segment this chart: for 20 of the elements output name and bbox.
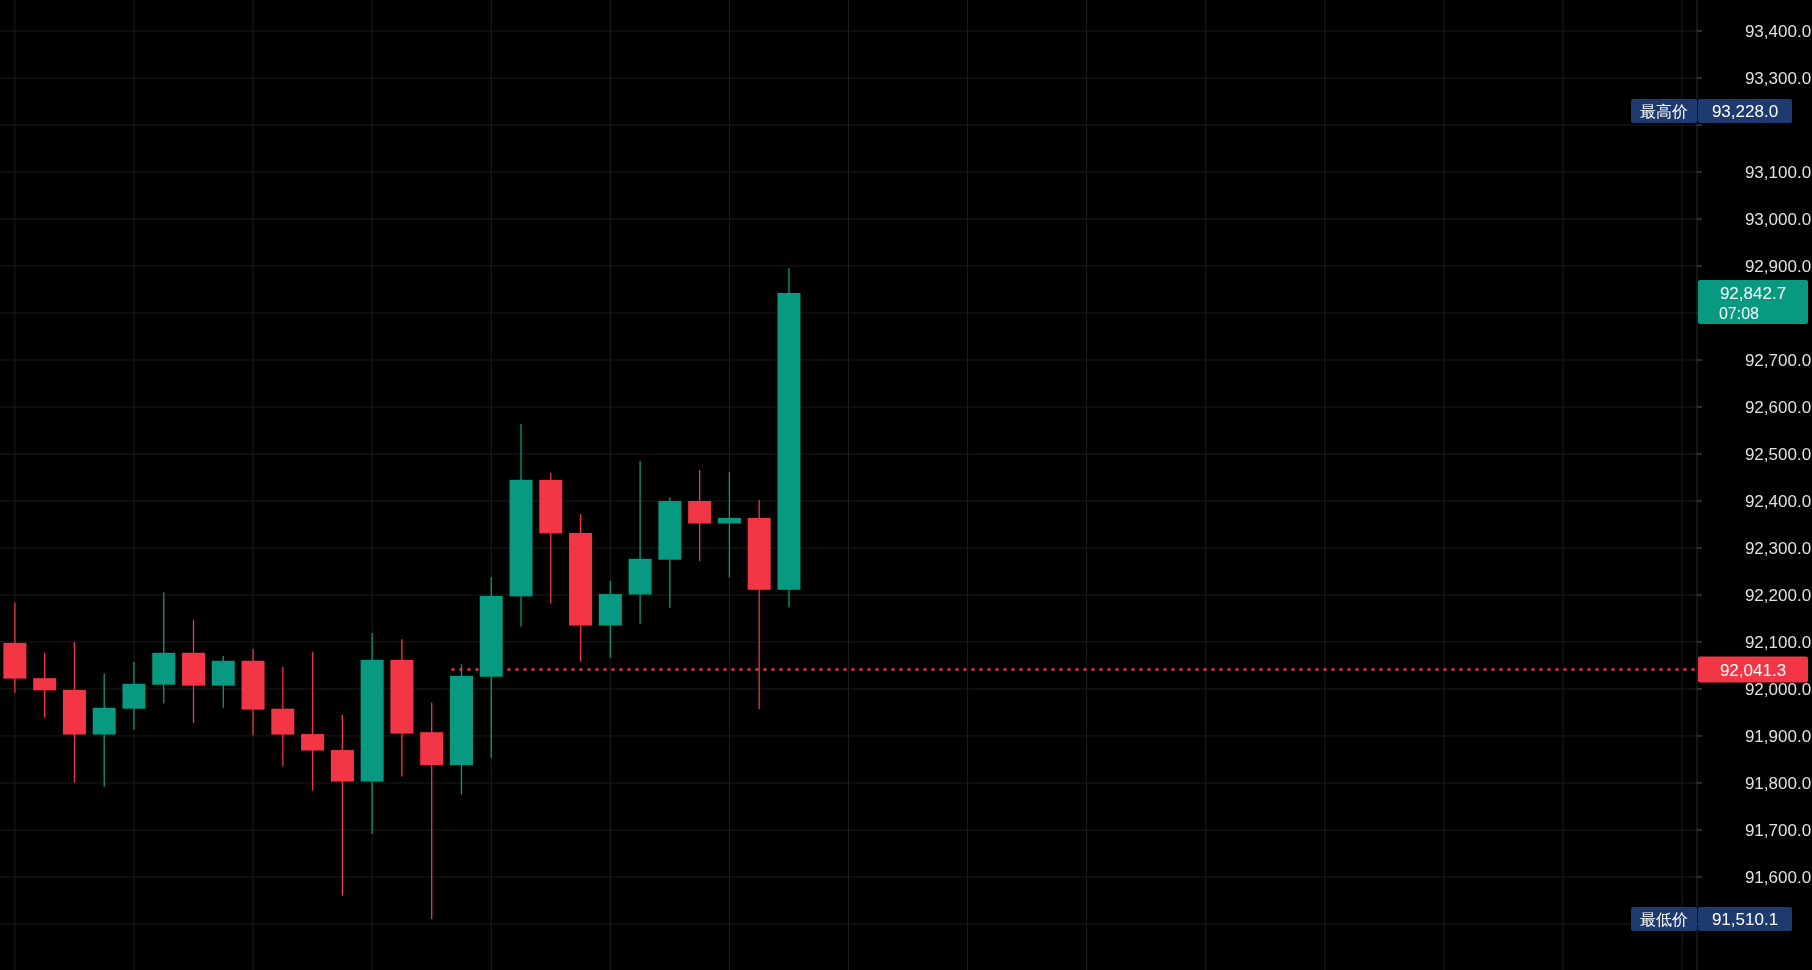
y-tick-label: 93,300.0 (1744, 69, 1812, 89)
y-tick-label: 93,100.0 (1744, 163, 1812, 183)
ref-line-label: 92,041.3 (1719, 660, 1787, 680)
y-tick-label: 93,000.0 (1744, 210, 1812, 229)
y-tick-label: 92,900.0 (1744, 257, 1812, 276)
y-tick-label: 91,600.0 (1744, 867, 1812, 887)
y-tick-label: 92,500.0 (1744, 444, 1812, 464)
y-tick-label: 93,400.0 (1744, 22, 1812, 42)
y-tick-label: 92,200.0 (1744, 585, 1812, 605)
annotation: 最高价 (1640, 103, 1688, 120)
y-tick-label: 91,900.0 (1744, 726, 1812, 746)
y-tick-label: 92,300.0 (1744, 538, 1812, 558)
y-tick-label: 91,700.0 (1744, 820, 1812, 840)
y-tick-label: 92,600.0 (1744, 397, 1812, 417)
y-tick-label: 91,800.0 (1744, 773, 1812, 793)
annotation: 最低价 (1640, 911, 1688, 928)
y-tick-label: 92,400.0 (1744, 491, 1812, 511)
y-tick-label: 92,700.0 (1744, 350, 1812, 370)
y-tick-label: 92,100.0 (1744, 632, 1812, 652)
ref-line: 92,041.3 (451, 656, 1808, 683)
